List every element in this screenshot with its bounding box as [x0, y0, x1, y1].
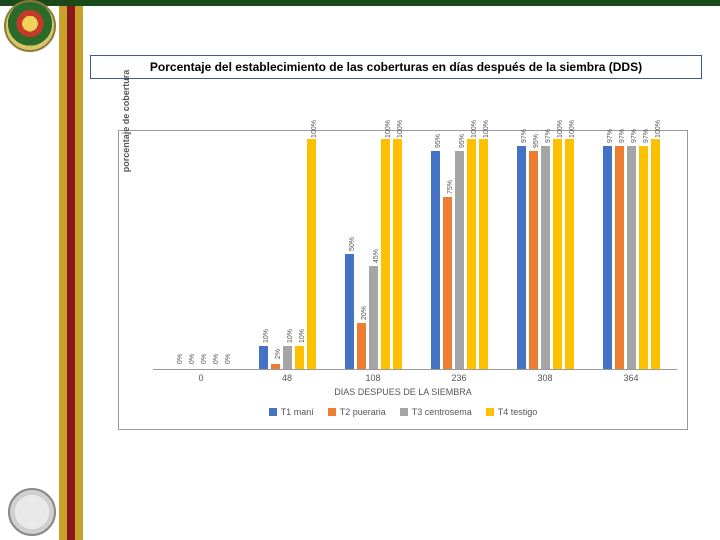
bar	[541, 146, 550, 369]
bar	[357, 323, 366, 369]
bar	[307, 139, 316, 369]
bar-wrap: 95%	[529, 141, 538, 370]
bar-wrap: 100%	[479, 129, 488, 369]
emblem-top	[4, 0, 56, 52]
emblem-bottom	[8, 488, 56, 536]
bar-wrap: 97%	[517, 136, 526, 369]
bar-wrap: 0%	[209, 359, 218, 369]
bar-wrap: 100%	[393, 129, 402, 369]
bar-wrap: 20%	[357, 313, 366, 369]
legend-label: T3 centrosema	[412, 407, 472, 417]
bar	[283, 346, 292, 369]
legend-item: T1 maní	[269, 407, 314, 417]
bar-wrap: 97%	[627, 136, 636, 369]
bar	[431, 151, 440, 370]
x-tick: 0	[165, 373, 237, 383]
bar	[479, 139, 488, 369]
bar-group-308: 97%95%97%100%100%	[509, 129, 581, 369]
bar-wrap: 0%	[197, 359, 206, 369]
legend-label: T1 maní	[281, 407, 314, 417]
stripe-1	[59, 6, 67, 540]
bar-wrap: 0%	[221, 359, 230, 369]
bar	[651, 139, 660, 369]
bar-wrap: 45%	[369, 256, 378, 370]
bar-wrap: 50%	[345, 244, 354, 369]
chart-frame: porcentaje de cobertura 0%0%0%0%0%10%2%1…	[118, 130, 688, 430]
bar-wrap: 100%	[467, 129, 476, 369]
bar-wrap: 97%	[541, 136, 550, 369]
bar-wrap: 97%	[615, 136, 624, 369]
x-tick: 108	[337, 373, 409, 383]
bar	[443, 197, 452, 370]
bar	[271, 364, 280, 369]
bar-wrap: 100%	[307, 129, 316, 369]
bar-group-0: 0%0%0%0%0%	[165, 359, 237, 369]
bar-wrap: 97%	[603, 136, 612, 369]
legend-swatch	[400, 408, 408, 416]
page-title: Porcentaje del establecimiento de las co…	[90, 55, 702, 79]
bar	[627, 146, 636, 369]
bar-wrap: 10%	[295, 336, 304, 369]
bar	[393, 139, 402, 369]
x-tick: 364	[595, 373, 667, 383]
bar	[615, 146, 624, 369]
stripe-3	[75, 6, 83, 540]
bar	[381, 139, 390, 369]
bar	[553, 139, 562, 369]
bar-wrap: 0%	[173, 359, 182, 369]
plot-area: 0%0%0%0%0%10%2%10%10%100%50%20%45%100%10…	[153, 139, 677, 370]
bar-wrap: 95%	[431, 141, 440, 370]
bar-group-48: 10%2%10%10%100%	[251, 129, 323, 369]
y-axis-label: porcentaje de cobertura	[121, 51, 131, 191]
x-tick: 48	[251, 373, 323, 383]
legend-label: T4 testigo	[498, 407, 538, 417]
bar-wrap: 75%	[443, 187, 452, 370]
bar-group-364: 97%97%97%97%100%	[595, 129, 667, 369]
bar-wrap: 100%	[565, 129, 574, 369]
bar	[345, 254, 354, 369]
legend-item: T3 centrosema	[400, 407, 472, 417]
bar-group-108: 50%20%45%100%100%	[337, 129, 409, 369]
bar	[517, 146, 526, 369]
x-tick: 308	[509, 373, 581, 383]
bar-wrap: 100%	[381, 129, 390, 369]
bar	[565, 139, 574, 369]
legend-item: T4 testigo	[486, 407, 538, 417]
bar	[455, 151, 464, 370]
legend: T1 maní T2 pueraria T3 centrosema T4 testig…	[119, 407, 687, 417]
bar	[467, 139, 476, 369]
bar	[295, 346, 304, 369]
bar-wrap: 100%	[553, 129, 562, 369]
stripe-2	[67, 6, 75, 540]
bar	[369, 266, 378, 370]
bar	[529, 151, 538, 370]
bar	[603, 146, 612, 369]
legend-swatch	[328, 408, 336, 416]
legend-swatch	[269, 408, 277, 416]
x-tick: 236	[423, 373, 495, 383]
bar	[259, 346, 268, 369]
bar-wrap: 2%	[271, 354, 280, 369]
legend-label: T2 pueraria	[340, 407, 386, 417]
bar-wrap: 10%	[283, 336, 292, 369]
legend-item: T2 pueraria	[328, 407, 386, 417]
side-stripes	[59, 6, 83, 540]
bar	[639, 146, 648, 369]
top-bar	[0, 0, 720, 6]
bar-wrap: 0%	[185, 359, 194, 369]
bar-wrap: 95%	[455, 141, 464, 370]
bar-wrap: 100%	[651, 129, 660, 369]
bar-group-236: 95%75%95%100%100%	[423, 129, 495, 369]
x-axis-label: DIAS DESPUES DE LA SIEMBRA	[119, 387, 687, 397]
legend-swatch	[486, 408, 494, 416]
page: Porcentaje del establecimiento de las co…	[0, 0, 720, 540]
bar-wrap: 10%	[259, 336, 268, 369]
bar-wrap: 97%	[639, 136, 648, 369]
